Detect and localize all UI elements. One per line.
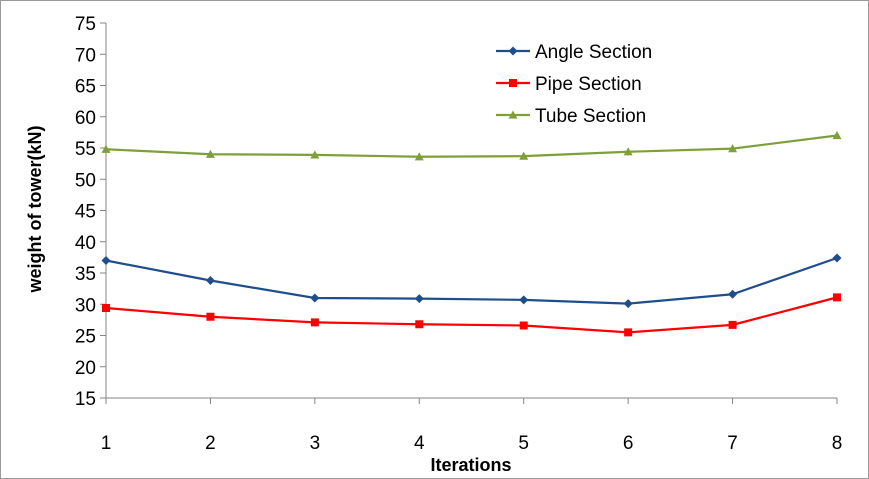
x-tick-label: 1: [101, 433, 112, 454]
data-point: [728, 289, 738, 299]
x-axis-title: Iterations: [430, 455, 511, 475]
data-point: [519, 295, 529, 305]
y-tick-label: 50: [75, 170, 96, 191]
y-tick-label: 25: [75, 327, 96, 348]
y-tick-label: 40: [75, 233, 96, 254]
data-point: [623, 147, 633, 156]
y-tick-label: 20: [75, 358, 96, 379]
data-point: [310, 293, 320, 303]
series-line: [105, 296, 838, 334]
x-tick-label: 3: [310, 433, 321, 454]
data-point: [832, 253, 842, 263]
data-point: [519, 151, 529, 160]
legend-label: Tube Section: [535, 106, 646, 127]
data-point: [728, 144, 738, 153]
y-tick-label: 65: [75, 77, 96, 98]
data-point: [205, 276, 215, 285]
data-point: [102, 304, 110, 312]
x-tick-label: 7: [727, 433, 738, 454]
y-tick-label: 60: [75, 108, 96, 129]
data-point: [101, 256, 111, 265]
data-point: [101, 144, 111, 153]
y-tick-label: 45: [75, 202, 96, 223]
data-point: [832, 131, 842, 140]
series-layer: [101, 131, 842, 337]
legend: Angle Section Pipe Section Tube Section: [496, 42, 652, 127]
data-point: [310, 150, 320, 159]
x-tick-label: 4: [414, 433, 425, 454]
y-tick-label: 15: [75, 389, 96, 410]
series-line: [105, 134, 838, 158]
y-tick-label: 30: [75, 295, 96, 316]
series-line: [105, 256, 838, 305]
data-point: [414, 152, 424, 161]
legend-label: Angle Section: [535, 42, 652, 63]
series-pipe-section: [102, 293, 841, 337]
data-point: [415, 320, 424, 329]
legend-marker: [508, 46, 518, 56]
y-tick-label: 35: [75, 264, 96, 285]
data-point: [414, 294, 424, 304]
data-point: [833, 293, 841, 302]
x-tick-label: 2: [205, 433, 216, 454]
x-tick-label: 8: [832, 433, 843, 454]
y-axis-title: weight of tower(kN): [25, 126, 45, 294]
series-tube-section: [101, 131, 842, 161]
y-tick-label: 70: [75, 45, 96, 66]
y-tick-label: 75: [75, 14, 96, 35]
legend-item: Angle Section: [496, 42, 652, 63]
x-tick-label: 5: [518, 433, 529, 454]
data-point: [728, 320, 737, 329]
data-point: [623, 299, 633, 309]
legend-label: Pipe Section: [535, 74, 642, 95]
y-tick-label: 55: [75, 139, 96, 160]
legend-item: Pipe Section: [496, 74, 642, 95]
legend-marker: [508, 110, 518, 119]
data-point: [519, 321, 528, 330]
data-point: [310, 318, 319, 327]
data-point: [206, 312, 215, 321]
series-angle-section: [101, 253, 842, 309]
legend-item: Tube Section: [496, 106, 646, 127]
data-point: [205, 149, 215, 158]
data-point: [624, 328, 633, 337]
x-tick-label: 6: [623, 433, 634, 454]
legend-marker: [509, 79, 517, 87]
